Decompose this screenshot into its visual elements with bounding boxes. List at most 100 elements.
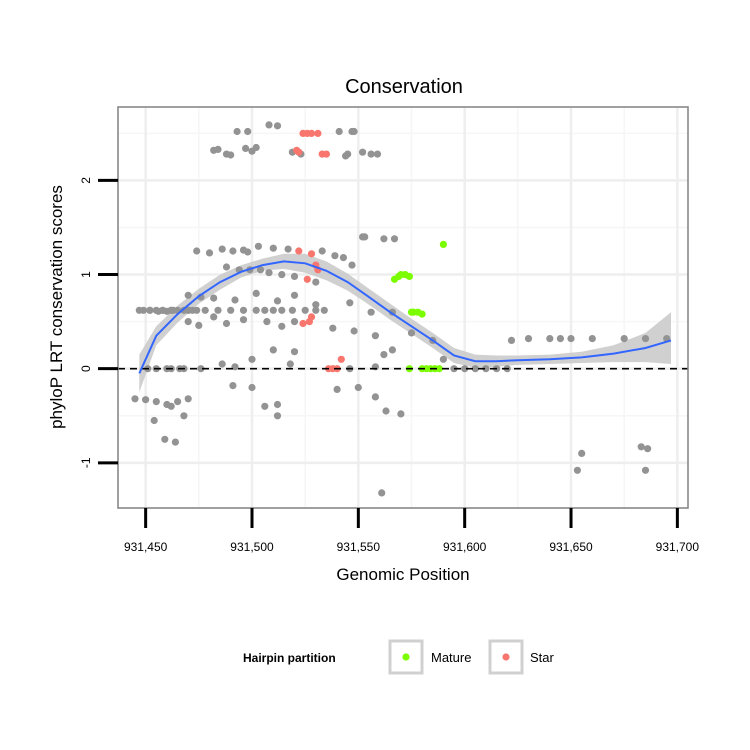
data-point-star [295, 247, 303, 255]
data-point-other [252, 289, 260, 297]
x-axis: 931,450 931,500 931,550 931,600 931,650 931,7… [124, 508, 699, 554]
data-point-other [152, 398, 160, 406]
data-point-other [371, 393, 379, 401]
data-point-other [146, 306, 154, 314]
data-point-other [210, 313, 218, 321]
y-tick-label: -1 [79, 457, 93, 468]
data-point-other [286, 360, 294, 368]
data-point-other [331, 252, 339, 260]
data-point-other [290, 291, 299, 299]
data-point-other [210, 146, 218, 154]
data-point-other [644, 445, 652, 453]
legend-label-star: Star [530, 650, 555, 665]
data-point-other [171, 438, 179, 446]
data-point-other [350, 127, 358, 136]
data-point-mature [405, 272, 413, 280]
data-point-other [312, 306, 320, 314]
data-point-other [222, 319, 231, 328]
data-point-star [307, 250, 316, 258]
data-point-other [373, 150, 382, 158]
data-point-other [507, 336, 516, 344]
panel-border [117, 106, 689, 509]
data-point-star [314, 129, 322, 137]
y-tick-label: 0 [79, 365, 93, 372]
data-point-other [139, 306, 148, 314]
data-point-other [273, 412, 282, 420]
data-point-star [322, 150, 330, 158]
data-point-other [273, 400, 282, 409]
data-point-other [244, 248, 252, 256]
data-point-other [461, 365, 469, 373]
data-point-other [350, 327, 358, 335]
legend: Hairpin partition Mature Star [243, 639, 555, 675]
data-point-other [482, 365, 490, 373]
data-point-other [254, 242, 262, 250]
plot-panel [117, 106, 689, 509]
data-point-other [354, 383, 362, 392]
legend-dot-star [502, 653, 510, 661]
data-point-mature [439, 240, 447, 248]
legend-dot-mature [402, 653, 410, 661]
x-axis-title: Genomic Position [336, 565, 469, 584]
data-point-other [312, 278, 320, 286]
y-axis-title: phyloP LRT conservation scores [47, 185, 66, 429]
data-point-other [150, 416, 158, 425]
data-point-other [218, 245, 226, 253]
data-point-other [407, 329, 416, 337]
data-point-other [567, 335, 575, 343]
data-point-other [188, 306, 196, 314]
data-point-other [397, 410, 405, 418]
panel-background [118, 107, 688, 508]
data-point-other [284, 245, 292, 253]
chart-title: Conservation [345, 76, 463, 98]
data-point-other [261, 306, 269, 314]
data-point-other [588, 335, 596, 343]
data-point-other [231, 296, 239, 304]
data-point-other [205, 249, 214, 257]
data-point-other [142, 396, 150, 404]
data-point-other [193, 247, 201, 255]
data-point-other [265, 269, 273, 277]
data-point-other [184, 291, 192, 299]
data-point-other [239, 306, 248, 314]
data-point-other [320, 306, 328, 314]
data-point-other [184, 318, 192, 326]
data-point-other [269, 244, 277, 252]
data-point-other [301, 306, 309, 314]
data-point-other [195, 321, 203, 329]
data-point-other [273, 122, 282, 130]
data-point-other [578, 449, 586, 457]
data-point-other [367, 150, 375, 158]
data-point-other [439, 355, 447, 363]
legend-entry-mature: Mature [388, 639, 471, 675]
data-point-other [229, 382, 237, 390]
data-point-other [382, 407, 390, 415]
data-point-other [556, 335, 565, 343]
data-point-other [359, 148, 367, 156]
data-point-other [344, 150, 352, 158]
data-point-other [380, 235, 388, 243]
data-point-other [573, 466, 582, 474]
data-point-other [641, 466, 650, 474]
data-point-other [227, 306, 235, 314]
data-point-other [256, 266, 265, 274]
data-point-star [295, 148, 303, 156]
data-point-other [201, 306, 209, 314]
data-point-other [348, 261, 356, 269]
data-point-other [318, 247, 326, 255]
data-point-other [263, 318, 271, 326]
data-point-mature [435, 365, 443, 373]
x-tick-label: 931,550 [337, 540, 381, 554]
data-point-other [288, 306, 296, 314]
data-point-other [222, 150, 231, 158]
data-point-other [233, 127, 241, 136]
data-point-other [620, 335, 628, 343]
x-tick-label: 931,450 [124, 540, 168, 554]
data-point-other [312, 301, 320, 309]
data-point-other [641, 335, 650, 343]
data-point-other [242, 144, 250, 152]
data-point-other [231, 363, 239, 371]
data-point-other [290, 272, 299, 280]
data-point-mature [395, 272, 403, 280]
smooth-line [138, 260, 672, 374]
